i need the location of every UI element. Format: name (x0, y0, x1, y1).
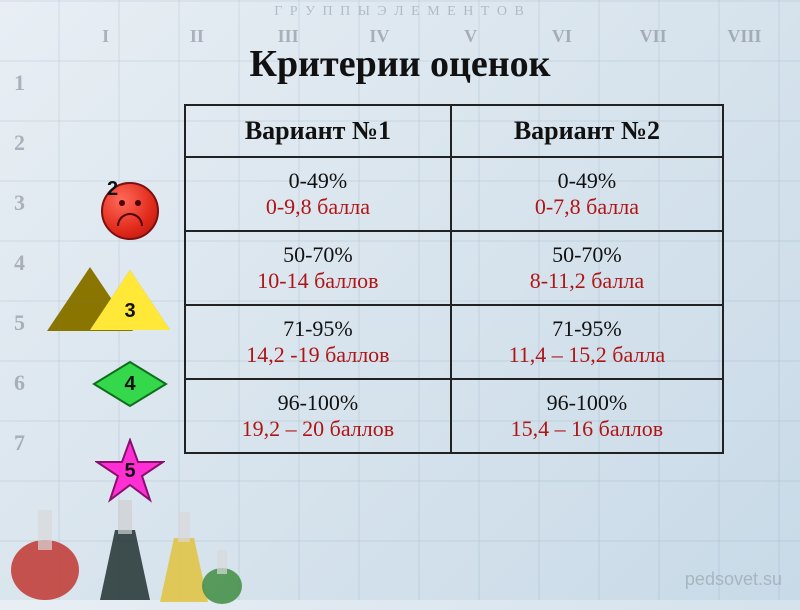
pts: 0-7,8 балла (460, 194, 714, 220)
table-row: 96-100% 19,2 – 20 баллов 96-100% 15,4 – … (185, 379, 723, 453)
table-header-row: Вариант №1 Вариант №2 (185, 105, 723, 157)
pts: 11,4 – 15,2 балла (460, 342, 714, 368)
pct: 50-70% (460, 242, 714, 268)
pts: 14,2 -19 баллов (194, 342, 442, 368)
grade-label-3: 3 (124, 300, 135, 323)
pct: 71-95% (460, 316, 714, 342)
cell-v1-r3: 71-95% 14,2 -19 баллов (185, 305, 451, 379)
page-title: Критерии оценок (0, 0, 800, 104)
pct: 0-49% (194, 168, 442, 194)
cell-v2-r3: 71-95% 11,4 – 15,2 балла (451, 305, 723, 379)
pct: 96-100% (460, 390, 714, 416)
cell-v2-r1: 0-49% 0-7,8 балла (451, 157, 723, 231)
grade-badge-4: 4 (92, 360, 168, 408)
cell-v1-r2: 50-70% 10-14 баллов (185, 231, 451, 305)
criteria-table: Вариант №1 Вариант №2 0-49% 0-9,8 балла … (184, 104, 724, 454)
table-row: 50-70% 10-14 баллов 50-70% 8-11,2 балла (185, 231, 723, 305)
grade-badge-3: 3 (90, 270, 170, 330)
grade-badge-2: 2 (101, 182, 159, 240)
pct: 50-70% (194, 242, 442, 268)
grade-label-5: 5 (124, 460, 135, 483)
chemistry-glassware-icon (0, 430, 250, 610)
pts: 10-14 баллов (194, 268, 442, 294)
col-header-variant-2: Вариант №2 (451, 105, 723, 157)
watermark: pedsovet.su (685, 569, 782, 590)
cell-v1-r1: 0-49% 0-9,8 балла (185, 157, 451, 231)
cell-v2-r2: 50-70% 8-11,2 балла (451, 231, 723, 305)
grade-label-2: 2 (107, 178, 118, 201)
pts: 0-9,8 балла (194, 194, 442, 220)
col-header-variant-1: Вариант №1 (185, 105, 451, 157)
grade-label-4: 4 (124, 373, 135, 396)
pts: 8-11,2 балла (460, 268, 714, 294)
pct: 0-49% (460, 168, 714, 194)
table-row: 0-49% 0-9,8 балла 0-49% 0-7,8 балла (185, 157, 723, 231)
pct: 71-95% (194, 316, 442, 342)
pts: 15,4 – 16 баллов (460, 416, 714, 442)
cell-v2-r4: 96-100% 15,4 – 16 баллов (451, 379, 723, 453)
pct: 96-100% (194, 390, 442, 416)
table-row: 71-95% 14,2 -19 баллов 71-95% 11,4 – 15,… (185, 305, 723, 379)
